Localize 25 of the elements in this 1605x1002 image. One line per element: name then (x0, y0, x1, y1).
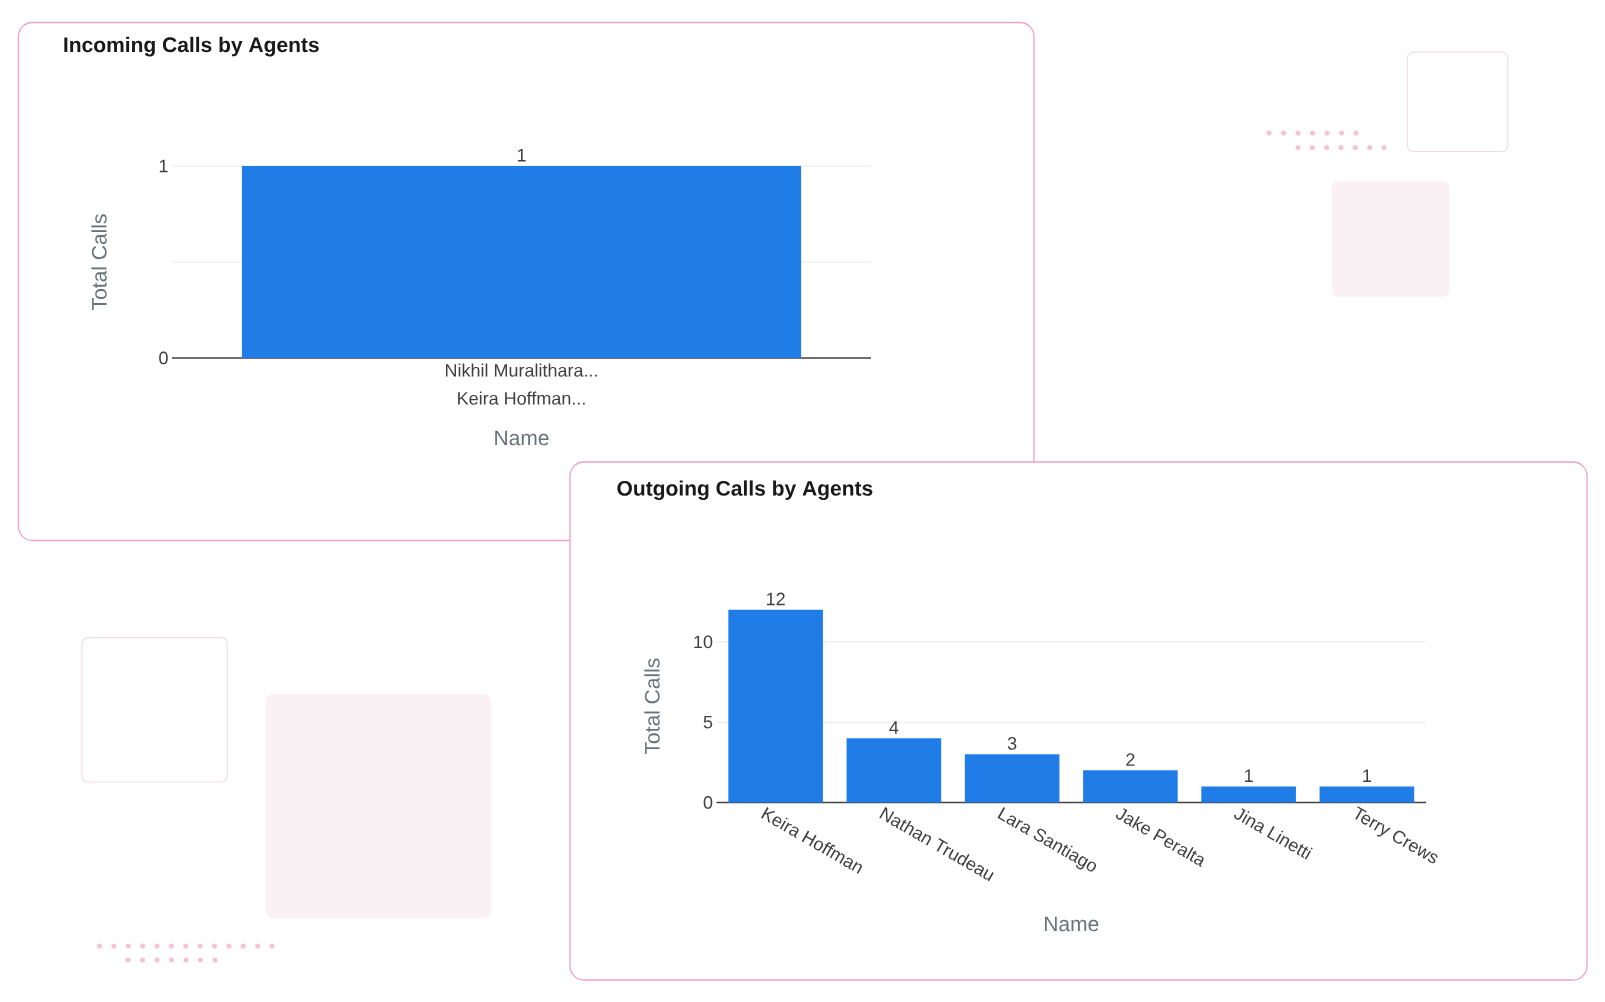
y-tick-label: 10 (694, 635, 713, 649)
chart-title: Incoming Calls by Agents (64, 36, 319, 57)
data-label: 12 (766, 592, 785, 606)
data-label: 4 (889, 721, 899, 734)
y-axis-title: Total Calls (91, 214, 107, 310)
y-axis-title: Total Calls (644, 658, 660, 755)
data-label: 1 (1245, 769, 1253, 782)
y-tick-label: 0 (703, 796, 713, 809)
bar (1319, 786, 1415, 803)
data-label: 1 (517, 149, 526, 162)
x-tick-label: Nikhil Muralithara... (445, 363, 597, 377)
x-axis-title: Name (495, 430, 549, 446)
bar (1083, 770, 1178, 803)
text: Keira Hoffman... (458, 391, 585, 405)
data-label: 1 (1363, 769, 1372, 782)
y-tick-label: 0 (159, 351, 168, 365)
bar (728, 609, 823, 803)
chart-title: Outgoing Calls by Agents (617, 480, 873, 501)
data-label: 3 (1007, 737, 1017, 750)
bar (1201, 786, 1296, 803)
data-label: 2 (1126, 753, 1135, 766)
y-tick-label: 5 (703, 715, 713, 729)
x-axis-title: Name (1044, 916, 1099, 932)
bar (846, 738, 942, 803)
bar (964, 754, 1060, 803)
